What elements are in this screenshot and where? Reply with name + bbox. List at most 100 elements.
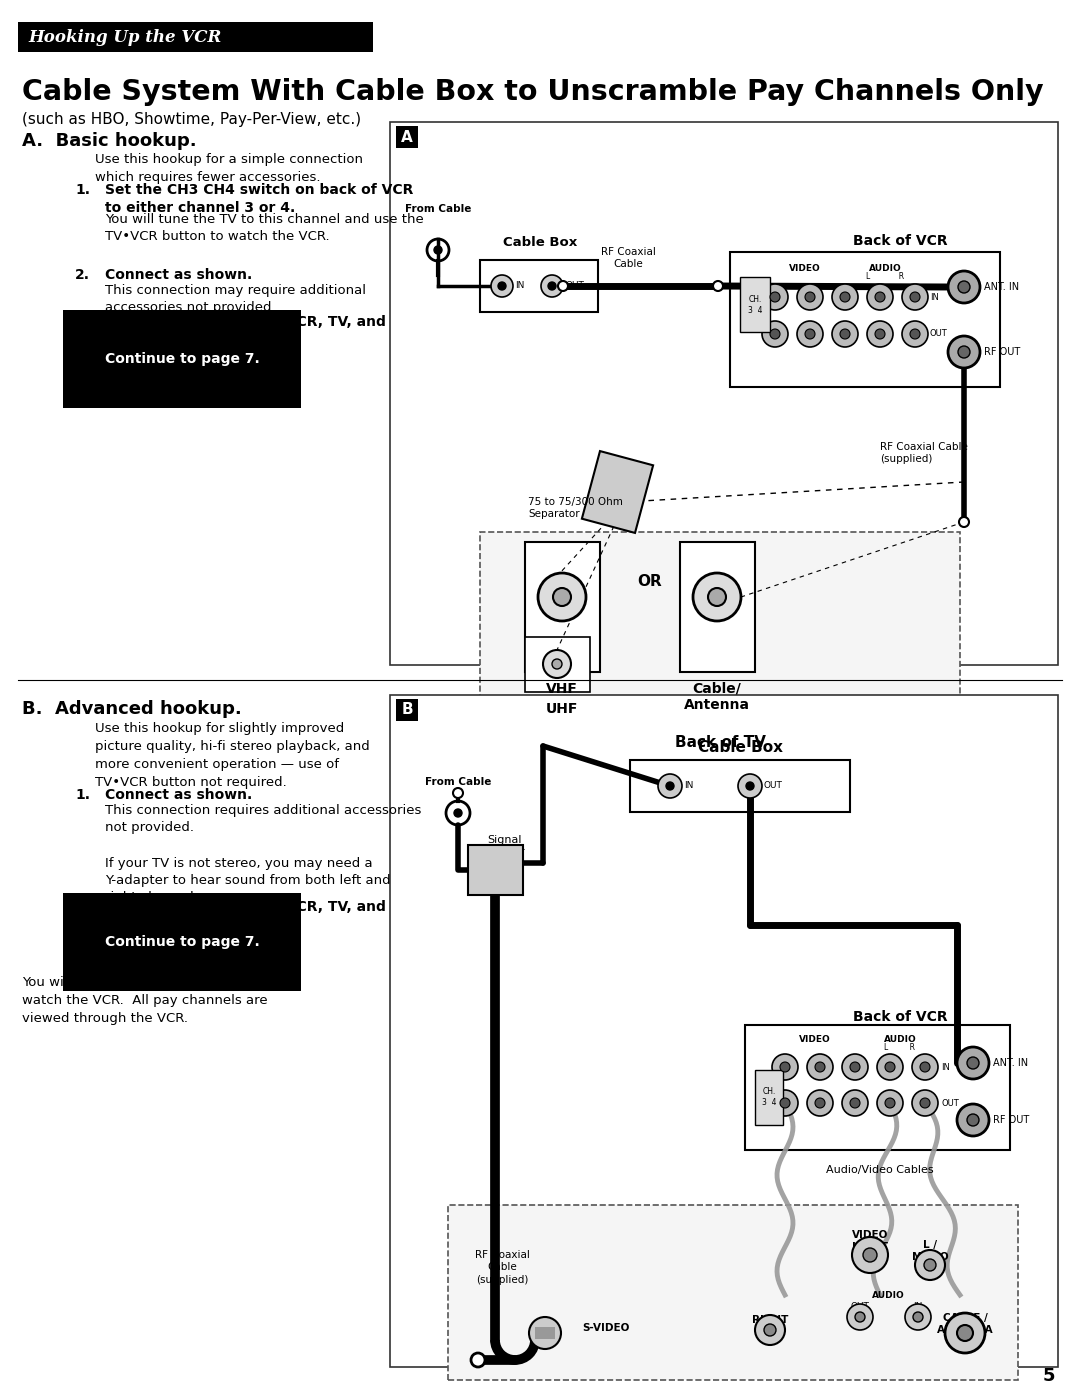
Text: AUDIO: AUDIO: [868, 264, 902, 272]
Text: RF OUT: RF OUT: [993, 1115, 1029, 1125]
Text: IN: IN: [684, 781, 693, 791]
Circle shape: [772, 1090, 798, 1116]
Circle shape: [957, 1324, 973, 1341]
Text: Back of TV: Back of TV: [675, 735, 766, 750]
Circle shape: [840, 292, 850, 302]
Text: Back of VCR: Back of VCR: [853, 235, 947, 249]
Circle shape: [708, 588, 726, 606]
Circle shape: [755, 1315, 785, 1345]
Text: Audio/Video Cables: Audio/Video Cables: [826, 1165, 934, 1175]
Circle shape: [471, 1354, 485, 1368]
Circle shape: [454, 809, 462, 817]
Text: S-VIDEO: S-VIDEO: [582, 1323, 630, 1333]
Text: AUDIO: AUDIO: [883, 1035, 916, 1044]
Text: Connect as shown.: Connect as shown.: [105, 268, 253, 282]
Text: CH.
3  4: CH. 3 4: [761, 1087, 777, 1106]
Text: Signal
Splitter: Signal Splitter: [485, 835, 525, 858]
Text: Continue to page 7.: Continue to page 7.: [105, 935, 260, 949]
Circle shape: [902, 284, 928, 310]
Text: OUT: OUT: [764, 781, 783, 791]
Circle shape: [770, 292, 780, 302]
Text: Set the CH3 CH4 switch on back of VCR
to either channel 3 or 4.: Set the CH3 CH4 switch on back of VCR to…: [105, 183, 414, 215]
Circle shape: [491, 275, 513, 298]
Circle shape: [770, 330, 780, 339]
Text: A: A: [401, 130, 413, 144]
Circle shape: [958, 281, 970, 293]
Circle shape: [877, 1090, 903, 1116]
Bar: [535, 1327, 555, 1338]
Circle shape: [538, 573, 586, 622]
Circle shape: [807, 1090, 833, 1116]
Circle shape: [805, 330, 815, 339]
Text: OUT: OUT: [941, 1098, 959, 1108]
Bar: [755, 1070, 783, 1125]
Text: CH.
3  4: CH. 3 4: [747, 295, 762, 314]
Circle shape: [852, 1236, 888, 1273]
Circle shape: [840, 330, 850, 339]
Circle shape: [863, 1248, 877, 1261]
Bar: [582, 451, 653, 532]
Text: 5: 5: [1042, 1368, 1055, 1384]
Text: VIDEO
INPUT: VIDEO INPUT: [852, 1229, 888, 1252]
Text: Cable System With Cable Box to Unscramble Pay Channels Only: Cable System With Cable Box to Unscrambl…: [22, 78, 1043, 106]
Circle shape: [453, 788, 463, 798]
Bar: [745, 1025, 1010, 1150]
Text: Use this hookup for a simple connection
which requires fewer accessories.: Use this hookup for a simple connection …: [95, 154, 363, 184]
Text: IN: IN: [914, 1302, 922, 1310]
Circle shape: [957, 1046, 989, 1078]
Text: RF OUT: RF OUT: [984, 346, 1021, 358]
Circle shape: [905, 1303, 931, 1330]
Circle shape: [552, 659, 562, 669]
Bar: [740, 277, 770, 332]
Text: L /
MONO: L / MONO: [912, 1241, 948, 1261]
Circle shape: [666, 782, 674, 789]
Text: Plug in power cords of VCR, TV, and
cable box.: Plug in power cords of VCR, TV, and cabl…: [105, 314, 386, 346]
Circle shape: [958, 346, 970, 358]
Text: L         R: L R: [885, 1044, 916, 1052]
Circle shape: [541, 275, 563, 298]
Circle shape: [910, 330, 920, 339]
Bar: [396, 698, 418, 721]
Text: OUT: OUT: [851, 1302, 869, 1310]
Circle shape: [780, 1062, 789, 1071]
Bar: [730, 251, 1000, 387]
Text: CABLE /
ANTENNA: CABLE / ANTENNA: [936, 1313, 994, 1334]
Circle shape: [920, 1098, 930, 1108]
Bar: [525, 542, 600, 672]
Text: Continue to page 7.: Continue to page 7.: [105, 352, 260, 366]
Circle shape: [498, 282, 507, 291]
Bar: [390, 694, 1058, 1368]
Text: VIDEO: VIDEO: [789, 264, 821, 272]
Circle shape: [713, 281, 723, 291]
Circle shape: [915, 1250, 945, 1280]
Circle shape: [558, 281, 568, 291]
Circle shape: [832, 321, 858, 346]
Text: (such as HBO, Showtime, Pay-Per-View, etc.): (such as HBO, Showtime, Pay-Per-View, et…: [22, 112, 361, 127]
Circle shape: [948, 271, 980, 303]
Text: Hooking Up the VCR: Hooking Up the VCR: [28, 28, 221, 46]
Circle shape: [762, 284, 788, 310]
Text: 3.: 3.: [75, 935, 90, 949]
Text: 1.: 1.: [75, 183, 90, 197]
Circle shape: [867, 284, 893, 310]
Circle shape: [867, 321, 893, 346]
Bar: [630, 760, 850, 812]
Text: IN: IN: [515, 282, 525, 291]
Text: RF Coaxial Cable
(supplied): RF Coaxial Cable (supplied): [880, 441, 968, 464]
Circle shape: [543, 650, 571, 678]
Text: B: B: [401, 703, 413, 718]
Bar: [480, 260, 598, 312]
Text: Back of VCR: Back of VCR: [853, 1010, 947, 1024]
Circle shape: [902, 321, 928, 346]
Circle shape: [875, 292, 885, 302]
Text: Plug in power cords of VCR, TV, and
cable box.: Plug in power cords of VCR, TV, and cabl…: [105, 900, 386, 932]
Text: IN: IN: [941, 1063, 950, 1071]
Circle shape: [959, 517, 969, 527]
Text: VIDEO: VIDEO: [799, 1035, 831, 1044]
Circle shape: [762, 321, 788, 346]
Circle shape: [815, 1098, 825, 1108]
Circle shape: [548, 282, 556, 291]
Circle shape: [805, 292, 815, 302]
Text: RF Coaxial
Cable
(supplied): RF Coaxial Cable (supplied): [474, 1250, 529, 1285]
Circle shape: [877, 1053, 903, 1080]
